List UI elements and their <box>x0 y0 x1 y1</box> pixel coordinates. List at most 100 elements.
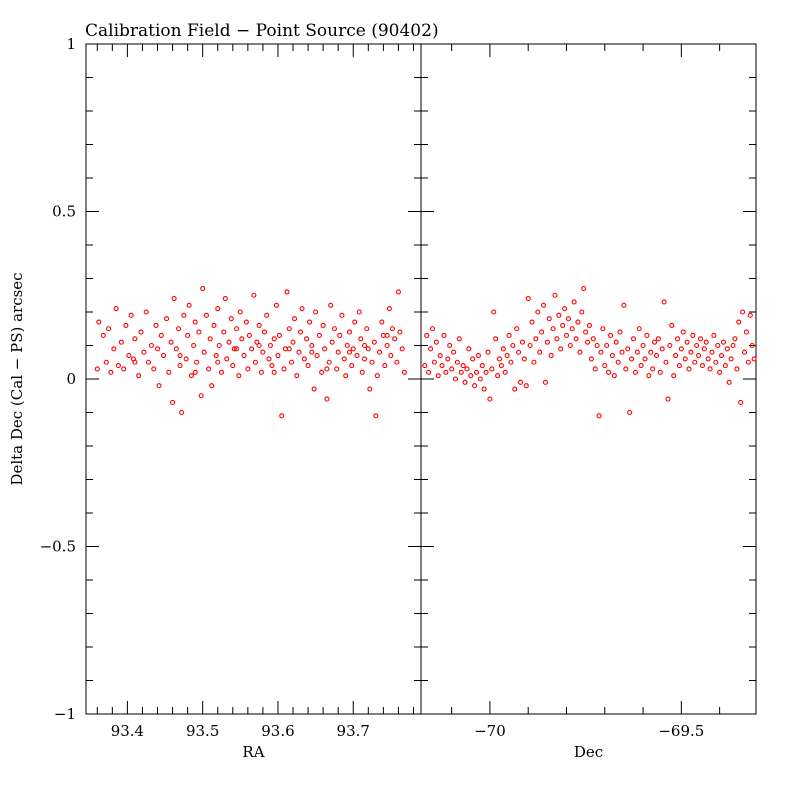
y-tick-label: −1 <box>54 705 76 723</box>
scatter-point <box>581 285 587 292</box>
scatter-point <box>604 342 610 349</box>
scatter-point <box>650 366 656 372</box>
scatter-point <box>231 346 237 352</box>
scatter-point <box>326 359 332 365</box>
scatter-point <box>286 346 292 352</box>
scatter-point <box>441 332 447 339</box>
scatter-point <box>273 302 280 308</box>
scatter-point <box>123 322 129 328</box>
scatter-point <box>237 309 243 315</box>
scatter-point <box>657 369 663 375</box>
scatter-point <box>354 352 360 359</box>
scatter-point <box>198 393 204 399</box>
scatter-point <box>211 322 217 328</box>
scatter-point <box>728 356 734 362</box>
scatter-point <box>571 299 577 305</box>
scatter-point <box>531 359 537 365</box>
scatter-point <box>479 363 485 369</box>
scatter-point <box>324 366 330 372</box>
scatter-point <box>447 342 453 349</box>
scatter-point <box>377 349 383 355</box>
scatter-point <box>699 363 705 369</box>
scatter-point <box>215 359 221 365</box>
scatter-point <box>696 352 702 359</box>
scatter-point <box>346 329 353 335</box>
scatter-point <box>711 332 717 339</box>
scatter-point <box>234 326 240 332</box>
scatter-point <box>540 302 547 308</box>
panel-frame <box>85 43 422 715</box>
panel-frame <box>420 43 757 715</box>
scatter-point <box>234 346 240 352</box>
scatter-point <box>435 373 441 379</box>
scatter-point <box>106 326 112 332</box>
scatter-point <box>316 332 322 339</box>
scatter-point <box>320 322 326 328</box>
scatter-point <box>709 349 715 355</box>
scatter-point <box>718 352 725 359</box>
scatter-point <box>166 369 172 375</box>
scatter-point <box>546 316 552 322</box>
scatter-point <box>201 349 207 355</box>
scatter-point <box>269 363 275 369</box>
scatter-point <box>243 319 249 325</box>
scatter-point <box>103 359 109 365</box>
scatter-point <box>514 326 520 332</box>
scatter-point <box>215 306 221 312</box>
scatter-point <box>678 346 684 352</box>
scatter-point <box>128 312 134 318</box>
scatter-point <box>153 322 159 328</box>
scatter-point <box>196 329 202 335</box>
x-axis-label: Dec <box>574 743 603 761</box>
scatter-point <box>496 356 503 362</box>
scatter-point <box>365 346 371 352</box>
scatter-point <box>118 339 124 345</box>
scatter-point <box>493 336 499 342</box>
scatter-point <box>424 332 430 339</box>
scatter-point <box>638 363 644 369</box>
scatter-point <box>500 346 506 352</box>
scatter-point <box>707 366 713 372</box>
scatter-point <box>588 356 594 362</box>
scatter-point <box>188 373 194 379</box>
scatter-point <box>483 369 489 375</box>
scatter-point <box>464 366 470 372</box>
x-tick-label: 93.4 <box>111 722 144 740</box>
scatter-point <box>674 336 681 342</box>
scatter-point <box>350 346 356 352</box>
scatter-point <box>276 332 283 339</box>
scatter-point <box>192 369 198 375</box>
scatter-point <box>359 369 365 375</box>
scatter-point <box>485 349 491 355</box>
scatter-point <box>322 346 328 352</box>
scatter-point <box>371 339 377 345</box>
scatter-point <box>304 336 310 342</box>
scatter-point <box>508 359 514 365</box>
scatter-point <box>241 352 247 359</box>
scatter-point <box>309 342 315 349</box>
scatter-point <box>586 322 593 328</box>
scatter-point <box>686 366 692 372</box>
scatter-point <box>341 356 347 362</box>
scatter-point <box>239 336 245 342</box>
scatter-point <box>179 409 185 416</box>
scatter-point <box>143 309 149 315</box>
scatter-point <box>632 369 638 375</box>
scatter-point <box>160 352 167 359</box>
scatter-point <box>394 359 400 365</box>
scatter-point <box>644 332 650 339</box>
scatter-point <box>207 336 213 342</box>
scatter-point <box>550 326 556 332</box>
scatter-point <box>186 302 192 308</box>
scatter-point <box>636 326 642 332</box>
scatter-point <box>284 289 290 295</box>
scatter-point <box>364 326 370 332</box>
scatter-point <box>458 369 464 375</box>
scatter-point <box>669 322 675 328</box>
scatter-point <box>741 349 748 355</box>
scatter-point <box>245 366 251 372</box>
scatter-point <box>629 356 635 362</box>
panel-1: 93.4 93.5 93.6 93.7 −1 −0.5 0 0.5 1 RA <box>40 35 422 761</box>
scatter-point <box>251 292 257 298</box>
